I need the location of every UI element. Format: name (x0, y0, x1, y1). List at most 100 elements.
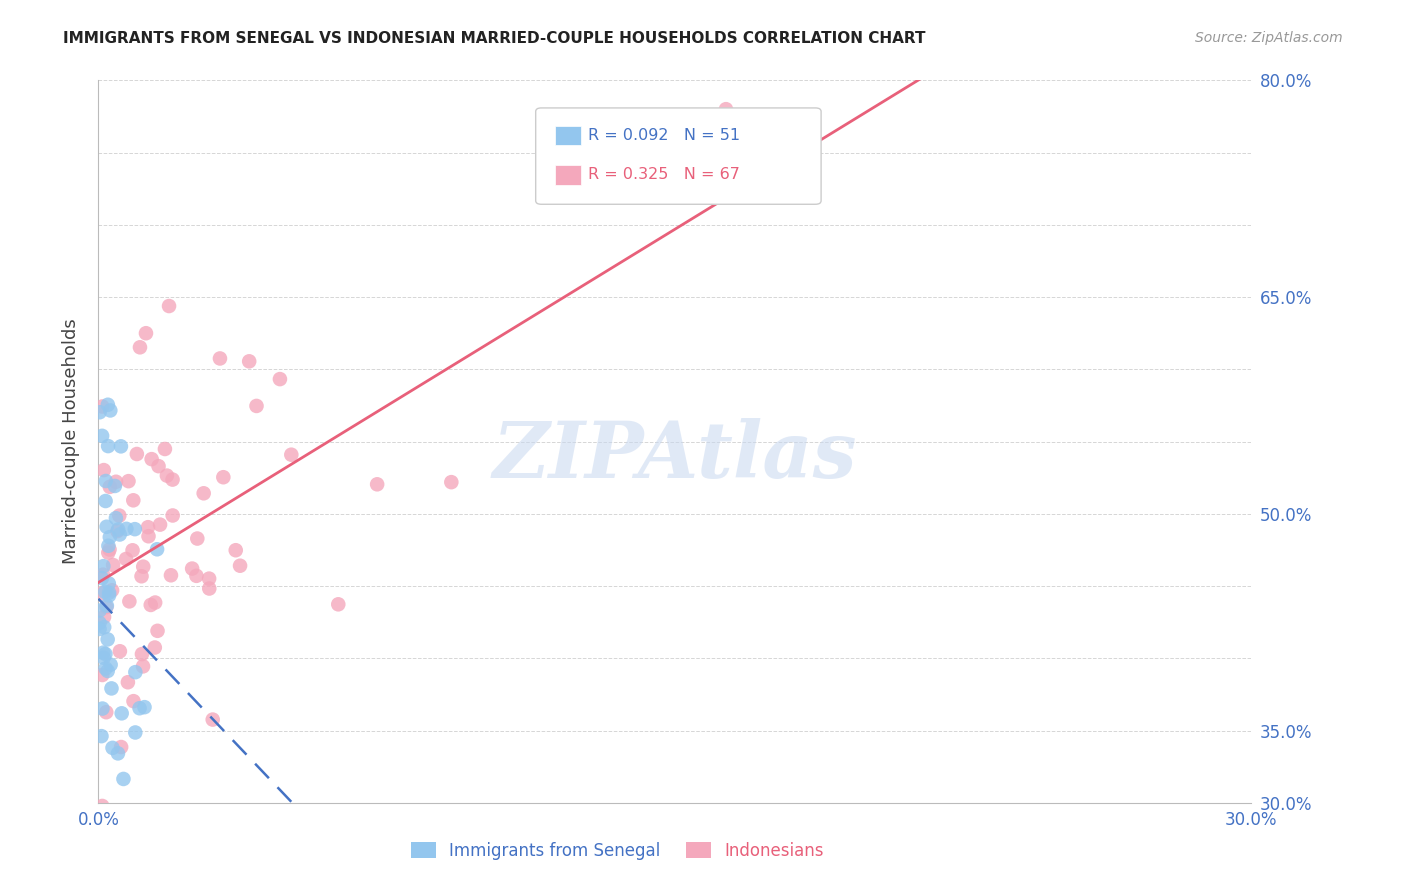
Point (160, 568, 183, 582)
Point (93, 463, 115, 477)
Point (91, 429, 114, 443)
Point (91, 400, 114, 414)
Point (91, 668, 114, 682)
Point (98, 530, 121, 544)
Point (98, 480, 121, 494)
Point (193, 486, 215, 500)
Text: ZIPAtlas: ZIPAtlas (492, 417, 858, 494)
Point (91, 571, 114, 585)
Point (98, 542, 121, 557)
Point (90, 824, 112, 838)
Point (162, 508, 184, 523)
Y-axis label: Married-couple Households: Married-couple Households (62, 318, 80, 565)
Point (91, 646, 114, 660)
Point (94, 474, 117, 488)
Point (186, 569, 208, 583)
Point (146, 624, 169, 638)
Point (714, 102, 737, 116)
Point (101, 558, 124, 572)
Point (124, 522, 146, 536)
Text: Source: ZipAtlas.com: Source: ZipAtlas.com (1195, 31, 1343, 45)
Point (98, 588, 121, 602)
Point (97, 539, 120, 553)
Point (91, 586, 114, 600)
Point (91, 799, 114, 814)
Point (89, 622, 111, 636)
Point (93, 610, 115, 624)
Point (143, 640, 166, 655)
Point (104, 511, 127, 525)
Point (93, 559, 115, 574)
Point (104, 824, 127, 838)
Point (89, 603, 111, 617)
Point (122, 694, 145, 708)
Point (105, 524, 128, 538)
Point (112, 772, 135, 786)
Point (115, 522, 138, 536)
Point (124, 725, 146, 739)
Point (229, 558, 252, 573)
Text: R = 0.092   N = 51: R = 0.092 N = 51 (588, 128, 740, 143)
Point (149, 517, 172, 532)
Point (238, 354, 260, 368)
Point (132, 659, 155, 673)
Point (94, 647, 117, 661)
Point (157, 299, 180, 313)
Point (108, 508, 131, 523)
Point (328, 597, 350, 611)
Point (131, 569, 153, 583)
Point (101, 740, 124, 755)
Point (97, 439, 120, 453)
Point (107, 523, 129, 537)
Point (97, 664, 120, 678)
Point (111, 706, 134, 721)
Point (100, 681, 122, 696)
Point (162, 473, 184, 487)
Point (212, 470, 235, 484)
Point (108, 527, 131, 541)
Point (201, 713, 224, 727)
Point (108, 824, 131, 838)
Point (96, 824, 118, 838)
Point (94, 494, 117, 508)
Point (125, 447, 148, 461)
Point (440, 475, 463, 490)
Point (135, 326, 157, 341)
Point (110, 439, 132, 453)
Point (280, 448, 302, 462)
Point (96, 520, 118, 534)
Point (104, 479, 127, 493)
Point (138, 529, 160, 543)
Point (96, 705, 118, 719)
Point (98, 585, 121, 599)
Point (139, 598, 162, 612)
Point (96, 600, 118, 615)
Point (136, 520, 159, 534)
Point (89, 405, 111, 419)
Point (91, 567, 114, 582)
Point (225, 543, 247, 558)
Point (94, 585, 117, 599)
Point (129, 340, 152, 354)
Point (101, 583, 124, 598)
Point (90, 729, 112, 743)
Point (98, 403, 121, 417)
Point (134, 700, 156, 714)
Point (97, 576, 120, 591)
Point (97, 398, 120, 412)
Point (146, 542, 169, 557)
Text: IMMIGRANTS FROM SENEGAL VS INDONESIAN MARRIED-COUPLE HOUSEHOLDS CORRELATION CHAR: IMMIGRANTS FROM SENEGAL VS INDONESIAN MA… (63, 31, 925, 46)
Point (118, 594, 141, 608)
Point (117, 474, 139, 488)
Point (366, 477, 388, 491)
Point (132, 559, 155, 574)
Point (97, 546, 120, 560)
Point (156, 468, 179, 483)
Point (141, 452, 163, 467)
Point (121, 543, 143, 558)
Point (93, 650, 115, 665)
Point (108, 644, 131, 658)
Point (91, 701, 114, 715)
Point (124, 665, 146, 680)
Point (94, 661, 117, 675)
